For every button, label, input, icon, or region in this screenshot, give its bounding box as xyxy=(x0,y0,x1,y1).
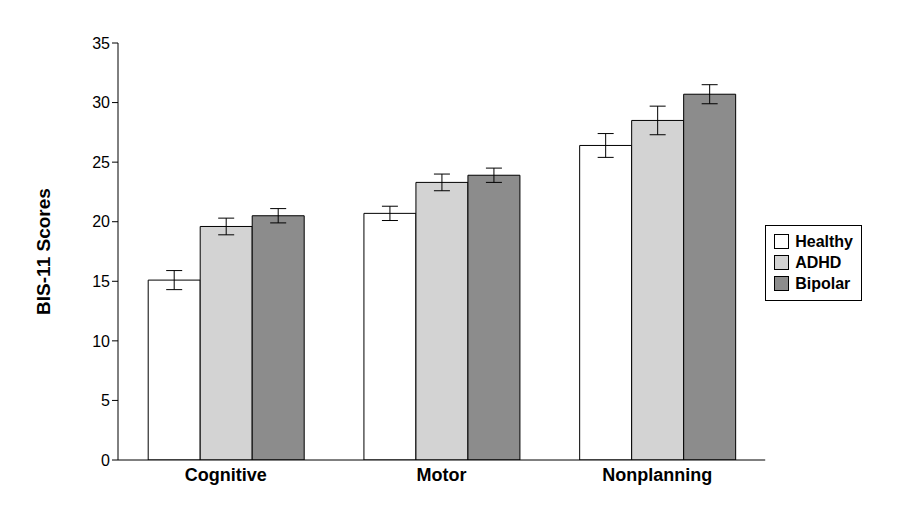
svg-text:BIS-11 Scores: BIS-11 Scores xyxy=(33,188,54,315)
svg-text:Nonplanning: Nonplanning xyxy=(602,465,712,485)
svg-text:30: 30 xyxy=(92,94,110,111)
svg-text:35: 35 xyxy=(92,35,110,52)
svg-text:5: 5 xyxy=(101,392,110,409)
svg-text:20: 20 xyxy=(92,213,110,230)
svg-text:Cognitive: Cognitive xyxy=(185,465,267,485)
html-text:ADHD: ADHD xyxy=(795,253,842,271)
svg-text:10: 10 xyxy=(92,333,110,350)
svg-text:Motor: Motor xyxy=(417,465,467,485)
html-text:Bipolar: Bipolar xyxy=(795,274,851,292)
html-text:Healthy: Healthy xyxy=(795,232,853,250)
svg-text:25: 25 xyxy=(92,154,110,171)
svg-text:15: 15 xyxy=(92,273,110,290)
svg-text:0: 0 xyxy=(101,452,110,469)
